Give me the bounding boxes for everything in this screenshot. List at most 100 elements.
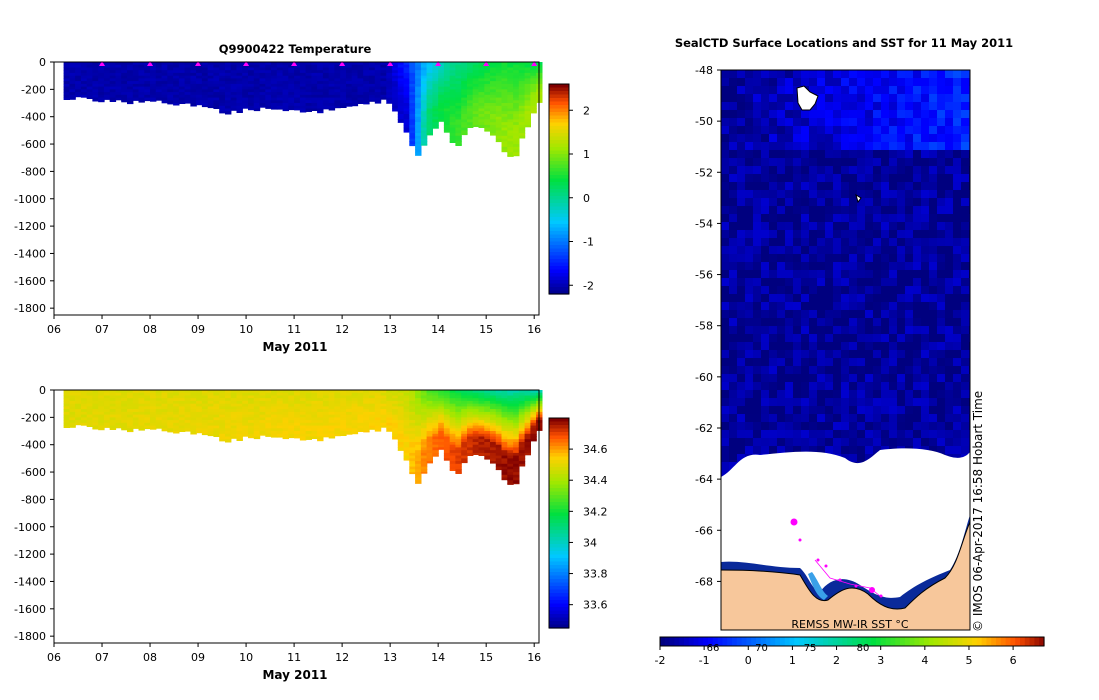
sst-cell bbox=[825, 86, 834, 95]
data-cell bbox=[490, 92, 497, 96]
data-cell bbox=[518, 409, 526, 413]
sst-cell bbox=[777, 142, 786, 151]
data-cell bbox=[513, 398, 520, 402]
data-cell bbox=[138, 75, 145, 79]
data-cell bbox=[242, 406, 249, 410]
data-cell bbox=[513, 447, 520, 451]
data-cell bbox=[173, 422, 180, 427]
sst-cell bbox=[953, 334, 962, 343]
data-cell bbox=[490, 94, 497, 99]
sst-cell bbox=[897, 310, 906, 319]
sst-cell bbox=[937, 142, 946, 151]
sst-cell bbox=[841, 166, 850, 175]
data-cell bbox=[288, 100, 295, 104]
sst-cell bbox=[729, 382, 738, 391]
data-cell bbox=[253, 395, 261, 399]
data-cell bbox=[190, 433, 197, 435]
data-cell bbox=[455, 67, 462, 71]
data-cell bbox=[305, 398, 312, 402]
sst-cell bbox=[721, 198, 730, 207]
data-cell bbox=[138, 83, 145, 88]
data-cell bbox=[69, 67, 76, 71]
data-cell bbox=[155, 92, 163, 96]
sst-cell bbox=[897, 406, 906, 415]
sst-cell bbox=[897, 102, 906, 111]
data-cell bbox=[513, 444, 520, 448]
data-cell bbox=[478, 70, 485, 74]
data-cell bbox=[196, 428, 203, 432]
data-cell bbox=[484, 130, 491, 132]
data-cell bbox=[167, 417, 174, 421]
colorbar-segment bbox=[549, 477, 569, 482]
data-cell bbox=[369, 420, 376, 424]
data-cell bbox=[213, 64, 220, 68]
sst-cell bbox=[729, 102, 738, 111]
data-cell bbox=[201, 67, 209, 71]
data-cell bbox=[386, 406, 393, 410]
sst-cell bbox=[849, 366, 858, 375]
sst-cell bbox=[929, 334, 938, 343]
sst-cell bbox=[937, 182, 946, 191]
data-cell bbox=[190, 72, 197, 77]
sst-cell bbox=[945, 190, 954, 199]
data-cell bbox=[513, 116, 520, 120]
data-cell bbox=[397, 439, 405, 443]
colorbar-segment bbox=[549, 136, 569, 141]
data-cell bbox=[299, 414, 307, 418]
data-cell bbox=[103, 414, 111, 418]
sst-cell bbox=[921, 390, 930, 399]
data-cell bbox=[248, 72, 255, 77]
data-cell bbox=[478, 450, 485, 454]
data-cell bbox=[351, 425, 359, 429]
sst-cell bbox=[785, 238, 794, 247]
data-cell bbox=[103, 83, 111, 88]
data-cell bbox=[132, 417, 140, 421]
data-cell bbox=[432, 86, 439, 90]
sst-cell bbox=[857, 70, 866, 79]
data-cell bbox=[363, 72, 370, 77]
sst-cell bbox=[721, 118, 730, 127]
data-cell bbox=[127, 62, 134, 66]
data-cell bbox=[386, 425, 393, 429]
data-cell bbox=[513, 138, 520, 142]
data-cell bbox=[403, 100, 410, 104]
data-cell bbox=[305, 422, 312, 427]
data-cell bbox=[490, 75, 497, 79]
data-cell bbox=[420, 455, 428, 459]
data-cell bbox=[138, 417, 145, 421]
data-cell bbox=[426, 116, 433, 120]
sst-cell bbox=[785, 342, 794, 351]
sst-cell bbox=[769, 342, 778, 351]
data-cell bbox=[271, 431, 278, 435]
sst-cell bbox=[921, 190, 930, 199]
data-cell bbox=[409, 119, 416, 123]
data-cell bbox=[213, 390, 220, 394]
sst-cell bbox=[905, 358, 914, 367]
sst-cell bbox=[817, 270, 826, 279]
data-cell bbox=[380, 425, 387, 428]
data-cell bbox=[409, 463, 416, 468]
sst-cell bbox=[745, 422, 754, 431]
data-cell bbox=[161, 422, 168, 427]
data-cell bbox=[236, 64, 243, 68]
sst-cell bbox=[865, 326, 874, 335]
data-cell bbox=[127, 100, 134, 104]
data-cell bbox=[513, 474, 520, 479]
data-cell bbox=[438, 425, 445, 429]
data-cell bbox=[467, 72, 474, 77]
data-cell bbox=[426, 406, 433, 410]
sst-cell bbox=[729, 198, 738, 207]
sst-cell bbox=[737, 246, 746, 255]
data-cell bbox=[294, 428, 301, 432]
data-cell bbox=[248, 431, 255, 435]
data-cell bbox=[380, 390, 387, 394]
data-cell bbox=[138, 411, 145, 416]
sst-cell bbox=[785, 142, 794, 151]
sst-cell bbox=[721, 190, 730, 199]
sst-cell bbox=[769, 230, 778, 239]
data-cell bbox=[115, 70, 122, 74]
data-cell bbox=[311, 97, 318, 101]
sst-cell bbox=[809, 78, 818, 87]
sst-cell bbox=[777, 286, 786, 295]
data-cell bbox=[501, 452, 508, 457]
